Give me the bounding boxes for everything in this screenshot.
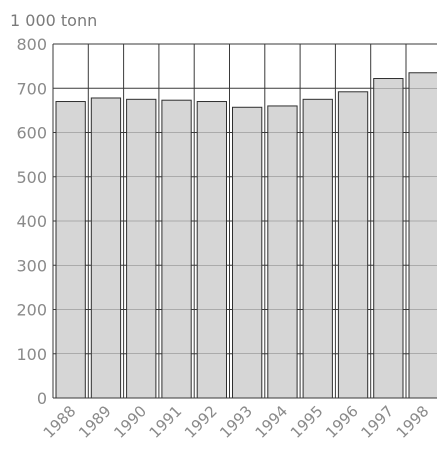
y-tick-label: 500 [16, 168, 47, 187]
x-tick-label: 1994 [252, 402, 292, 442]
bars [52, 43, 437, 399]
x-tick-label: 1989 [75, 402, 115, 442]
x-tick-label: 1991 [146, 402, 186, 442]
y-tick-label: 700 [16, 79, 47, 98]
x-tick-label: 1992 [181, 402, 221, 442]
y-axis-ticks: 0 100 200 300 400 500 600 700 800 [16, 35, 47, 408]
x-tick-label: 1998 [393, 402, 433, 442]
y-tick-label: 400 [16, 212, 47, 231]
y-unit-label: 1 000 tonn [10, 11, 97, 30]
x-tick-label: 1996 [322, 402, 362, 442]
bar-1993 [232, 106, 263, 399]
x-axis-ticks: 1988198919901991199219931994199519961997… [40, 402, 433, 442]
y-tick-label: 600 [16, 124, 47, 143]
bar-1996 [337, 91, 369, 399]
bar-1990 [126, 98, 157, 399]
y-tick-label: 100 [16, 345, 47, 364]
x-tick-label: 1993 [216, 402, 256, 442]
bar-1998 [408, 72, 437, 399]
bar-1994 [267, 105, 298, 399]
x-tick-label: 1988 [40, 402, 80, 442]
x-tick-label: 1990 [110, 402, 150, 442]
bar-1995 [302, 98, 333, 399]
y-tick-label: 300 [16, 256, 47, 275]
x-tick-label: 1997 [357, 402, 397, 442]
bar-1997 [373, 78, 404, 399]
bar-1989 [90, 97, 122, 399]
y-tick-label: 200 [16, 301, 47, 320]
bar-1988 [55, 101, 86, 399]
bar-1991 [161, 99, 192, 399]
y-tick-label: 0 [37, 389, 47, 408]
x-tick-label: 1995 [287, 402, 327, 442]
bar-1992 [196, 101, 227, 399]
y-tick-label: 800 [16, 35, 47, 54]
